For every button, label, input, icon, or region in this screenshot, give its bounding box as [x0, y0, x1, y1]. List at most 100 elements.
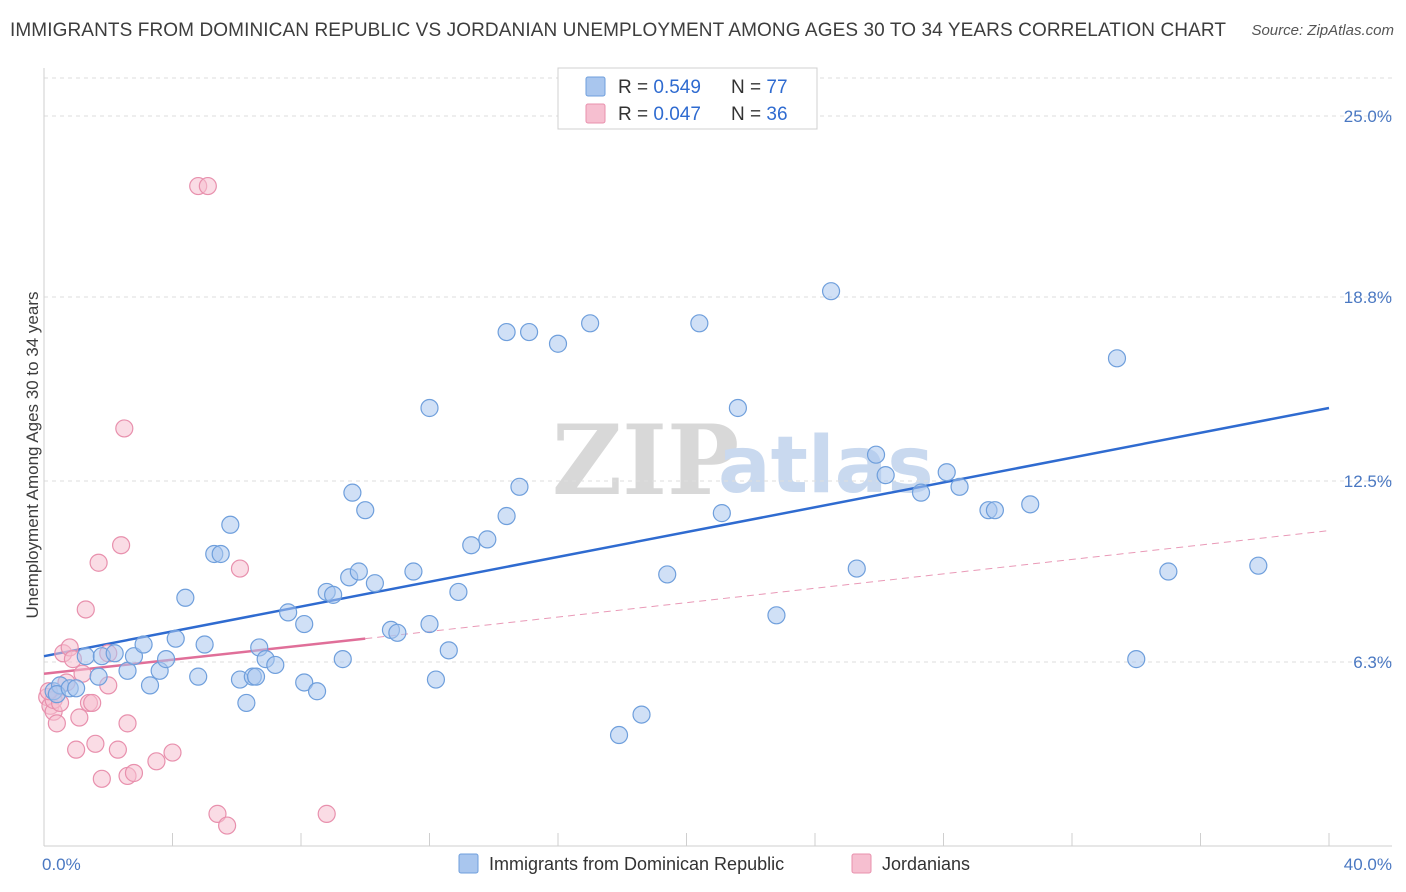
dominican-point-6 — [89, 667, 108, 686]
dominican-point-34 — [324, 585, 343, 604]
dominican-point-42 — [388, 623, 407, 642]
y-axis-title: Unemployment Among Ages 30 to 34 years — [23, 292, 42, 619]
dominican-point-46 — [426, 670, 446, 689]
dominican-point-31 — [295, 673, 314, 692]
trend-line-0 — [43, 406, 1330, 658]
dominican-point-8 — [105, 644, 124, 663]
dominican-point-32 — [307, 682, 327, 701]
dominican-point-20 — [211, 544, 230, 564]
jordanian-point-26 — [124, 763, 144, 783]
dominican-point-72 — [985, 501, 1005, 520]
dominican-point-70 — [950, 477, 969, 496]
dominican-point-28 — [266, 655, 285, 675]
dominican-point-15 — [166, 629, 185, 648]
legend-n-value-2: 36 — [766, 104, 787, 125]
dominican-point-67 — [876, 466, 895, 485]
y-tick-label-1: 12.5% — [1344, 472, 1392, 491]
dominican-point-50 — [478, 530, 497, 549]
legend-n-label-1: N = — [731, 77, 766, 98]
y-ticks: 6.3% 12.5% 18.8% 25.0% — [1344, 107, 1392, 672]
jordanian-point-23 — [115, 419, 134, 438]
legend-row-1-n: N = 77 — [731, 77, 788, 98]
jordanians-points — [38, 176, 336, 835]
dominican-point-54 — [519, 322, 539, 342]
jordanian-point-17 — [89, 553, 108, 572]
dominican-point-43 — [404, 562, 423, 581]
legend-row-1: R = 0.549 — [618, 77, 701, 98]
dominican-point-40 — [365, 574, 384, 593]
dominican-point-66 — [866, 445, 886, 464]
legend-bottom: Immigrants from Dominican Republic Jorda… — [458, 853, 970, 874]
jordanian-point-22 — [111, 536, 131, 555]
legend-bottom-swatch-pink — [851, 853, 872, 874]
y-tick-label-3: 25.0% — [1344, 107, 1392, 126]
dominican-point-56 — [581, 314, 600, 333]
axes — [43, 68, 1392, 847]
dominican-point-45 — [420, 614, 439, 634]
jordanian-point-32 — [218, 816, 237, 835]
dominican-point-18 — [195, 635, 214, 654]
dominican-point-51 — [497, 506, 516, 526]
legend-top: R = 0.549 N = 77 R = 0.047 N = 36 — [557, 67, 818, 130]
dominican-point-11 — [134, 635, 153, 654]
dominican-point-73 — [1021, 495, 1040, 514]
dominican-point-63 — [767, 606, 786, 625]
jordanian-point-4 — [47, 714, 66, 733]
watermark-zip: ZIP — [552, 404, 739, 517]
dominican-point-37 — [343, 483, 362, 502]
dominican-point-44 — [420, 398, 439, 418]
jordanian-point-18 — [92, 769, 111, 788]
jordanian-point-13 — [76, 600, 95, 619]
dominican-point-77 — [1249, 556, 1268, 575]
dominican-point-12 — [140, 676, 160, 695]
legend-r-value-1: 0.549 — [653, 77, 701, 98]
legend-bottom-label-pink: Jordanians — [882, 854, 970, 874]
jordanian-point-21 — [108, 740, 127, 759]
chart-title: IMMIGRANTS FROM DOMINICAN REPUBLIC VS JO… — [10, 20, 1227, 41]
dominican-point-60 — [690, 314, 709, 333]
dominican-point-39 — [356, 501, 375, 520]
dominican-point-69 — [937, 463, 956, 482]
dominican-point-53 — [510, 477, 529, 496]
legend-bottom-label-blue: Immigrants from Dominican Republic — [489, 854, 784, 874]
dominican-points — [44, 282, 1268, 745]
jordanian-point-24 — [118, 714, 137, 733]
dominican-point-59 — [658, 565, 677, 584]
legend-row-2-n: N = 36 — [731, 104, 788, 125]
jordanian-point-34 — [317, 804, 336, 823]
dominican-point-25 — [246, 667, 266, 686]
dominican-point-47 — [439, 641, 458, 660]
dominican-point-5 — [76, 647, 95, 666]
dominican-point-58 — [632, 705, 651, 724]
dominican-point-48 — [449, 582, 468, 602]
x-tick-label-0: 0.0% — [42, 855, 81, 874]
dominican-point-4 — [67, 679, 86, 698]
dominican-point-16 — [176, 588, 195, 607]
dominican-point-14 — [156, 650, 176, 669]
x-tick-label-1: 40.0% — [1344, 855, 1392, 874]
legend-r-label-1: R = — [618, 77, 653, 98]
y-tick-label-2: 18.8% — [1344, 288, 1392, 307]
jordanian-point-30 — [198, 176, 217, 196]
legend-row-2: R = 0.047 — [618, 104, 701, 125]
dominican-point-74 — [1107, 349, 1127, 368]
y-tick-label-0: 6.3% — [1353, 653, 1392, 672]
dominican-point-68 — [911, 483, 931, 502]
legend-swatch-blue — [585, 76, 606, 97]
dominican-point-29 — [279, 603, 298, 622]
source-credit: Source: ZipAtlas.com — [1251, 22, 1394, 39]
jordanian-point-15 — [83, 693, 102, 713]
dominican-point-61 — [712, 504, 731, 523]
jordanian-point-11 — [70, 708, 89, 727]
dominican-point-30 — [295, 614, 314, 634]
dominican-point-49 — [462, 536, 481, 555]
trend-extension-1 — [365, 530, 1330, 640]
jordanian-point-31 — [208, 804, 227, 823]
dominican-point-17 — [189, 667, 208, 686]
legend-swatch-pink — [585, 103, 606, 124]
dominican-point-38 — [349, 562, 368, 581]
legend-r-label-2: R = — [618, 104, 653, 125]
zipatlas-watermark: ZIP atlas — [552, 404, 934, 517]
dominican-point-52 — [497, 322, 516, 342]
jordanian-point-33 — [230, 559, 250, 578]
